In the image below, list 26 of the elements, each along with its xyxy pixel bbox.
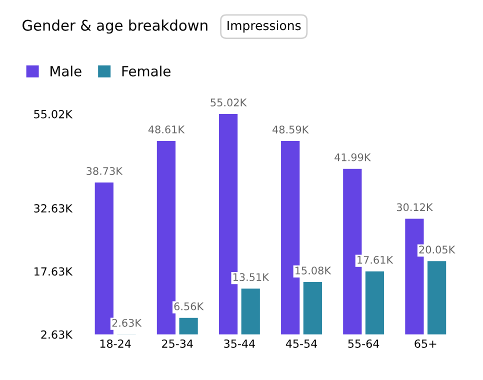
legend-label: Male (50, 66, 82, 76)
y-tick-label: 32.63K (34, 204, 73, 213)
data-label: 38.73K (86, 167, 123, 175)
x-tick-label: 55-64 (348, 339, 380, 348)
chart-title: Gender & age breakdown (22, 20, 208, 34)
data-label: 15.08K (296, 266, 332, 274)
x-tick-label: 18-24 (100, 339, 131, 348)
data-label: 17.61K (358, 256, 394, 264)
data-label: 20.05K (419, 246, 456, 254)
data-label: 2.63K (112, 318, 142, 327)
data-label: 6.56K (174, 302, 204, 310)
y-tick-label: 55.02K (34, 110, 73, 118)
x-tick-label: 65+ (414, 339, 436, 348)
data-label: 30.12K (396, 203, 434, 212)
data-label: 48.59K (272, 126, 309, 134)
legend-label: Female (122, 66, 170, 76)
y-tick-label: 2.63K (41, 330, 73, 339)
x-tick-label: 25-34 (162, 339, 193, 348)
data-label: 41.99K (334, 153, 371, 162)
chart-subtitle: Impressions (228, 20, 301, 33)
y-tick-label: 17.63K (34, 267, 73, 276)
data-label: 55.02K (210, 98, 247, 106)
data-label: 48.61K (148, 126, 185, 134)
data-label: 13.51K (233, 273, 270, 282)
x-tick-label: 35-44 (224, 339, 255, 348)
x-tick-label: 45-54 (286, 340, 318, 348)
